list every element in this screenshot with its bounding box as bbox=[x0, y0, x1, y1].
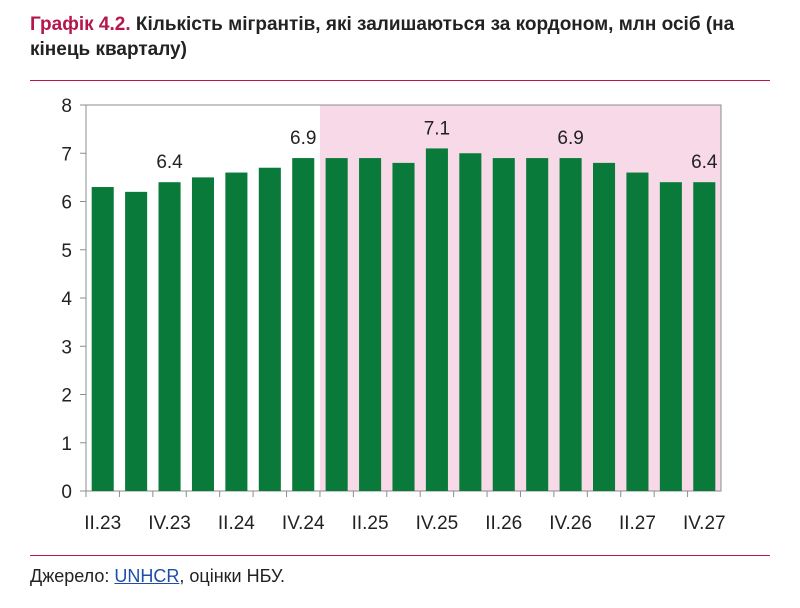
bar-II-25 bbox=[359, 158, 382, 491]
source-prefix: Джерело: bbox=[30, 566, 115, 586]
x-tick-label: II.26 bbox=[485, 513, 522, 534]
y-tick-label: 2 bbox=[61, 386, 72, 407]
y-tick-label: 0 bbox=[61, 482, 72, 503]
x-tick-label: IV.25 bbox=[416, 513, 459, 534]
bar-IV-23 bbox=[158, 182, 181, 491]
y-tick-label: 7 bbox=[61, 144, 72, 165]
source-divider bbox=[30, 555, 770, 556]
bar-III-23 bbox=[125, 191, 148, 491]
x-tick-label: II.27 bbox=[619, 513, 656, 534]
data-label: 6.4 bbox=[156, 152, 183, 173]
bar-III-24 bbox=[258, 167, 281, 491]
bar-I-24 bbox=[191, 177, 215, 491]
bar-III-27 bbox=[659, 182, 682, 491]
source-link[interactable]: UNHCR bbox=[114, 566, 180, 586]
source-suffix: , оцінки НБУ. bbox=[179, 566, 286, 586]
x-tick-label: IV.26 bbox=[549, 513, 592, 534]
bar-I-26 bbox=[459, 153, 482, 491]
chart-title-text: Кількість мігрантів, які залишаються за … bbox=[30, 14, 735, 60]
x-tick-label: II.25 bbox=[352, 513, 389, 534]
y-tick-label: 4 bbox=[61, 289, 72, 310]
y-tick-label: 8 bbox=[61, 96, 72, 117]
x-tick-label: IV.27 bbox=[683, 513, 726, 534]
x-tick-label: II.24 bbox=[218, 513, 255, 534]
data-label: 6.4 bbox=[691, 152, 718, 173]
bar-II-26 bbox=[492, 158, 515, 491]
bar-III-25 bbox=[392, 162, 415, 491]
bar-IV-25 bbox=[425, 148, 448, 492]
x-tick-label: IV.24 bbox=[282, 513, 325, 534]
data-label: 7.1 bbox=[424, 118, 450, 139]
bar-I-25 bbox=[325, 158, 348, 491]
x-tick-label: II.23 bbox=[84, 513, 121, 534]
y-tick-label: 5 bbox=[61, 241, 72, 262]
data-label: 6.9 bbox=[290, 128, 316, 149]
chart-title-lead: Графік 4.2. bbox=[30, 14, 131, 35]
y-tick-label: 3 bbox=[61, 337, 72, 358]
bar-IV-27 bbox=[693, 182, 716, 491]
bar-II-27 bbox=[626, 172, 649, 492]
title-divider bbox=[30, 80, 770, 81]
source-note: Джерело: UNHCR, оцінки НБУ. bbox=[30, 566, 285, 587]
bar-I-27 bbox=[592, 162, 616, 491]
forecast-band bbox=[319, 105, 721, 491]
bar-II-24 bbox=[225, 172, 248, 492]
x-tick-label: IV.23 bbox=[148, 513, 191, 534]
bar-IV-24 bbox=[292, 158, 315, 491]
bar-chart: 0 1 2 3 4 5 6 7 8 II.23 IV.23 II.24 IV.24 II.25 IV.25 I… bbox=[61, 96, 726, 534]
chart-title: Графік 4.2. Кількість мігрантів, які зал… bbox=[30, 12, 770, 62]
y-tick-label: 6 bbox=[61, 193, 72, 214]
y-tick-label: 1 bbox=[61, 434, 72, 455]
bar-III-26 bbox=[526, 158, 549, 491]
bar-IV-26 bbox=[559, 158, 582, 491]
bar-II-23 bbox=[91, 187, 114, 491]
data-label: 6.9 bbox=[557, 128, 583, 149]
